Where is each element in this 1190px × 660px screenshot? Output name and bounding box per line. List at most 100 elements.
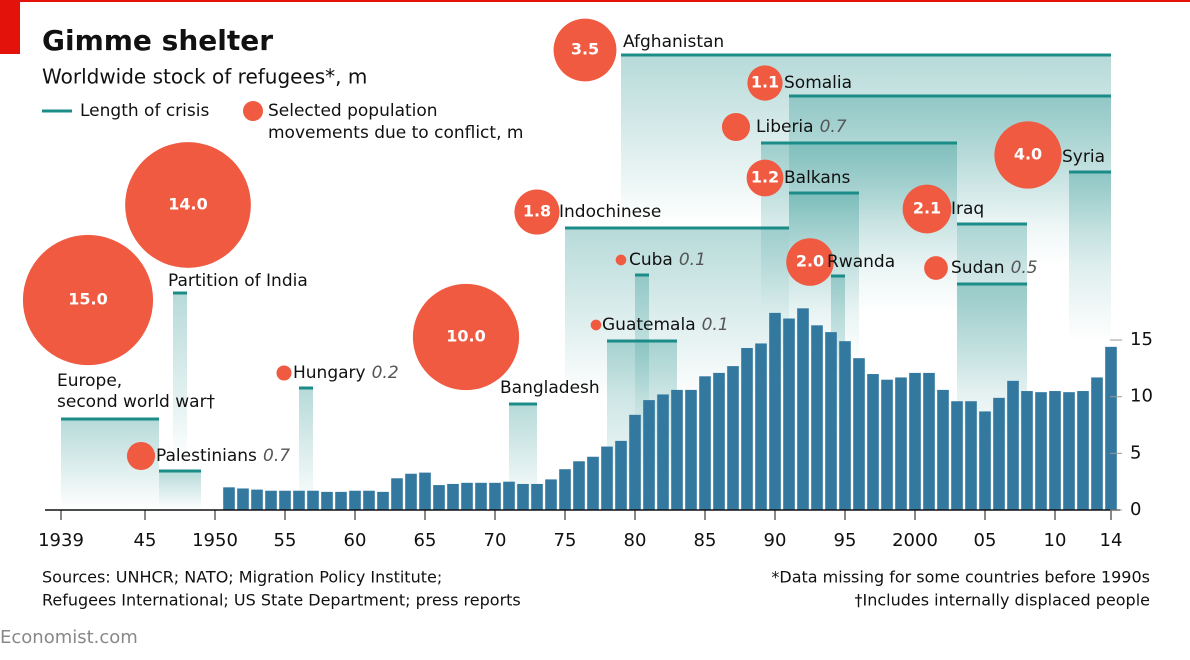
x-tick-label: 95 — [834, 530, 857, 551]
bar — [671, 389, 683, 510]
legend-label: Selected population — [268, 101, 438, 121]
bar — [1063, 392, 1075, 510]
bubble — [902, 184, 952, 234]
bar — [895, 377, 907, 510]
bar — [993, 397, 1005, 510]
bubble — [412, 283, 520, 391]
bar — [1049, 391, 1061, 510]
legend-dot — [243, 101, 263, 121]
bar — [769, 312, 781, 510]
crisis-shade — [299, 388, 313, 510]
bar — [489, 482, 501, 510]
bubble-label: 2.1 — [913, 199, 941, 218]
bubble-label: 1.2 — [751, 168, 779, 187]
bar — [349, 490, 361, 510]
bar — [811, 325, 823, 510]
x-tick-label: 2000 — [892, 530, 938, 551]
crisis-name: Somalia — [784, 73, 852, 93]
crisis-name: Sudan — [951, 258, 1005, 278]
bubble-label: 4.0 — [1014, 145, 1042, 164]
bar — [1035, 392, 1047, 510]
bar — [1021, 391, 1033, 510]
bar — [1007, 380, 1019, 510]
x-tick-label: 1950 — [192, 530, 238, 551]
x-tick-label: 45 — [134, 530, 157, 551]
bar — [699, 376, 711, 510]
bar — [783, 318, 795, 510]
source: Sources: UNHCR; NATO; Migration Policy I… — [42, 568, 442, 587]
bubble — [746, 159, 784, 197]
bar — [307, 490, 319, 510]
crisis-name: Bangladesh — [500, 378, 600, 398]
x-tick-label: 05 — [974, 530, 997, 551]
bar — [713, 372, 725, 510]
bar — [867, 374, 879, 510]
x-tick-label: 65 — [414, 530, 437, 551]
bubble-label: 0.1 — [679, 250, 706, 270]
y-tick-label: 15 — [1130, 329, 1153, 350]
chart-title: Gimme shelter — [42, 24, 273, 57]
legend-label: movements due to conflict, m — [268, 123, 523, 143]
bar — [251, 489, 263, 510]
x-tick-label: 90 — [764, 530, 787, 551]
bar — [839, 341, 851, 510]
y-tick-label: 5 — [1130, 442, 1141, 463]
bubble-label: 0.5 — [1011, 258, 1038, 278]
bar — [419, 472, 431, 510]
bar — [447, 483, 459, 510]
bar — [461, 482, 473, 510]
chart-subtitle: Worldwide stock of refugees*, m — [42, 65, 367, 89]
bar — [951, 401, 963, 510]
top-rule — [0, 0, 1190, 2]
bubble — [22, 234, 154, 366]
crisis-name: Cuba — [629, 250, 673, 270]
crisis-shade — [159, 471, 201, 510]
bar — [1105, 346, 1117, 510]
corner-tag — [0, 0, 20, 54]
bar — [475, 482, 487, 510]
x-tick-label: 85 — [694, 530, 717, 551]
crisis-name: Syria — [1062, 147, 1105, 167]
bar — [335, 491, 347, 510]
source: Refugees International; US State Departm… — [42, 591, 521, 610]
bar — [825, 332, 837, 510]
bar — [433, 485, 445, 510]
bubble-label: 14.0 — [168, 195, 207, 214]
crisis-name: Iraq — [951, 199, 984, 219]
bar — [601, 446, 613, 510]
bubble — [721, 112, 751, 142]
brand: Economist.com — [0, 627, 138, 648]
bubble-label: 1.1 — [751, 73, 779, 92]
bar — [615, 440, 627, 510]
crisis-name: Partition of India — [168, 271, 308, 291]
bar — [517, 483, 529, 510]
bar — [797, 308, 809, 510]
bar — [937, 389, 949, 510]
bar — [391, 478, 403, 510]
bubble-label: 0.1 — [702, 315, 729, 335]
bar — [321, 491, 333, 510]
note: *Data missing for some countries before … — [771, 568, 1150, 587]
bar — [1091, 377, 1103, 510]
x-tick-label: 80 — [624, 530, 647, 551]
crisis-name: Afghanistan — [623, 32, 724, 52]
bar — [1077, 391, 1089, 510]
bar — [727, 366, 739, 510]
x-tick-label: 10 — [1044, 530, 1067, 551]
bar — [685, 389, 697, 510]
bar — [965, 401, 977, 510]
bubble — [590, 319, 602, 331]
bar — [881, 379, 893, 510]
crisis-shade — [173, 293, 187, 463]
bar — [979, 411, 991, 510]
y-tick-label: 10 — [1130, 386, 1153, 407]
crisis-name: Liberia — [756, 117, 814, 137]
bar — [363, 490, 375, 510]
note: †Includes internally displaced people — [854, 591, 1150, 610]
crisis-name: Balkans — [784, 168, 851, 188]
bar — [573, 461, 585, 510]
bar — [237, 488, 249, 510]
crisis-name: Europe, — [57, 371, 122, 391]
bar — [587, 456, 599, 510]
bubble — [924, 256, 948, 280]
